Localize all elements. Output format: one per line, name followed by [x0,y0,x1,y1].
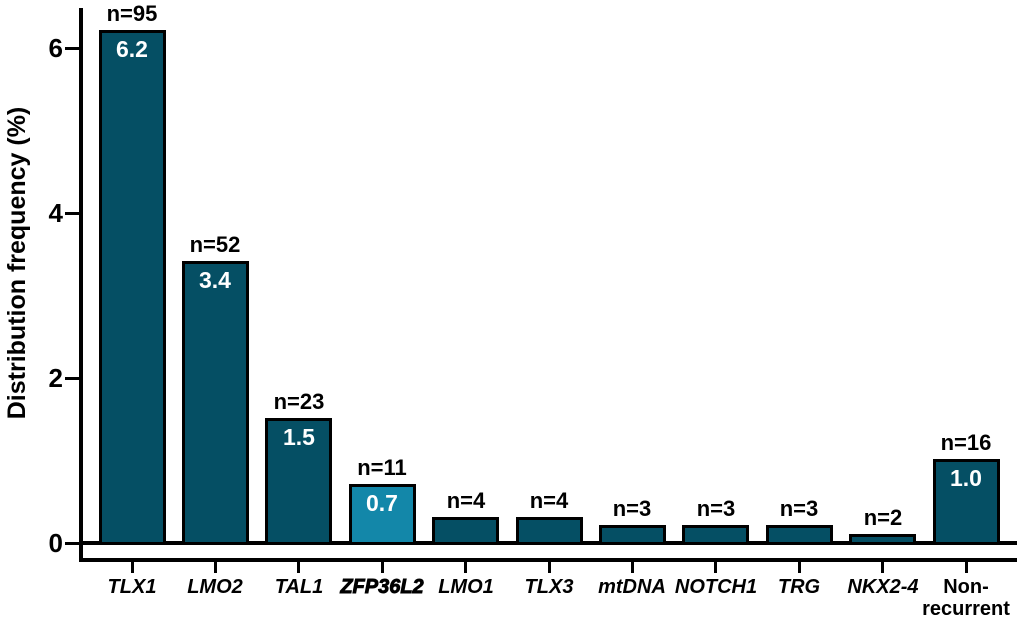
category-label: LMO1 [438,576,494,598]
bar-n-label: n=23 [273,389,325,414]
x-tick [297,562,300,573]
x-tick [214,562,217,573]
bar [99,30,166,545]
bar-n-label: n=4 [529,488,569,513]
bar-value-label: 3.4 [199,267,231,293]
category-label: TAL1 [274,576,324,598]
x-tick [714,562,717,573]
bar-value-label: 6.2 [116,36,148,62]
bar-n-label: n=16 [940,430,992,455]
bar-n-label: n=95 [106,1,158,26]
bar-n-label: n=3 [612,496,652,521]
category-label: NOTCH1 [674,576,758,598]
x-tick [798,562,801,573]
x-tick [631,562,634,573]
y-axis-line [79,8,83,562]
y-tick-label: 4 [48,198,63,228]
bar-value-label: 1.5 [283,424,315,450]
y-tick [65,542,79,545]
bar [265,418,332,545]
x-tick [381,562,384,573]
y-tick [65,377,79,380]
bar [182,261,249,545]
category-label: TLX3 [524,576,574,598]
category-label: Non- recurrent [922,576,1010,620]
bar [849,534,916,545]
bar-n-label: n=52 [189,232,241,257]
y-tick [65,212,79,215]
x-tick [131,562,134,573]
bar-n-label: n=2 [863,505,903,530]
category-label: TLX1 [107,576,157,598]
bar [682,525,749,545]
category-label: TRG [777,576,821,598]
bar [349,484,416,545]
bar-n-label: n=3 [779,496,819,521]
x-tick [881,562,884,573]
x-tick [464,562,467,573]
y-tick-label: 2 [48,363,63,393]
category-label: ZFP36L2 [340,576,424,599]
bar [933,459,1000,545]
bar [432,517,499,545]
category-label: LMO2 [187,576,243,598]
bar [516,517,583,545]
bar-n-label: n=11 [357,455,407,480]
bar-n-label: n=4 [446,488,486,513]
bar-n-label: n=3 [696,496,736,521]
x-axis-line [79,558,1017,562]
y-tick-label: 0 [48,528,63,558]
bar-value-label: 0.7 [366,490,398,516]
y-tick-label: 6 [48,33,63,63]
y-tick [65,47,79,50]
bar-value-label: 1.0 [950,465,982,491]
x-tick [548,562,551,573]
x-tick [965,562,968,573]
category-label: NKX2-4 [847,576,919,598]
bar [766,525,833,545]
y-axis-title: Distribution frequency (%) [3,106,31,420]
bar [599,525,666,545]
category-label: mtDNA [598,576,666,598]
